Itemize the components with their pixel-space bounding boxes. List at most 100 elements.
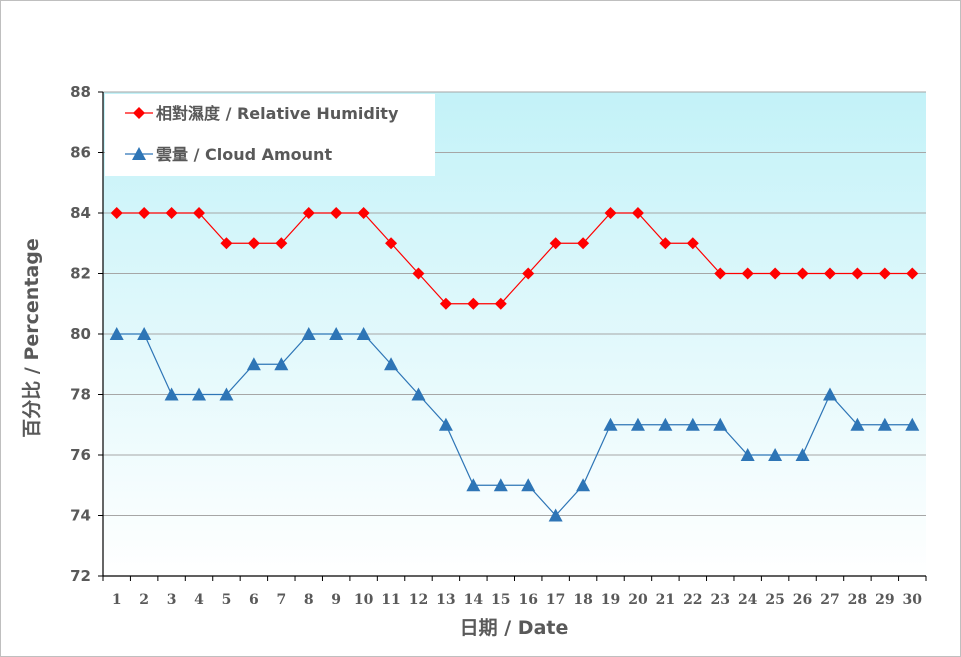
y-tick-label: 72	[70, 567, 91, 585]
data-point-triangle	[219, 387, 234, 401]
y-axis-title: 百分比 / Percentage	[21, 238, 43, 437]
x-tick-label: 13	[436, 592, 455, 608]
data-point-diamond	[302, 207, 315, 219]
data-point-diamond	[275, 237, 288, 250]
legend-item-cloud-amount: 雲量 / Cloud Amount	[125, 145, 332, 164]
data-point-diamond	[851, 267, 864, 280]
x-tick-label: 8	[304, 592, 314, 608]
x-tick-label: 23	[711, 592, 730, 608]
data-point-diamond	[357, 207, 370, 219]
x-tick-label: 6	[249, 592, 259, 608]
x-tick-label: 2	[139, 592, 149, 608]
data-point-triangle	[713, 417, 728, 431]
data-point-triangle	[768, 448, 783, 461]
y-tick-label: 84	[70, 204, 91, 222]
data-point-diamond	[467, 297, 480, 310]
data-point-diamond	[220, 237, 233, 250]
blue-triangle-icon	[132, 147, 146, 160]
y-tick-label: 86	[70, 144, 91, 162]
x-tick-label: 1	[112, 592, 122, 608]
data-point-diamond	[796, 267, 809, 280]
x-tick-label: 15	[491, 592, 510, 608]
x-tick-label: 28	[848, 592, 867, 608]
data-point-triangle	[384, 357, 399, 371]
legend-label-relative-humidity: 相對濕度 / Relative Humidity	[156, 104, 399, 123]
x-tick-label: 26	[793, 592, 812, 608]
x-tick-label: 19	[601, 592, 620, 608]
data-point-triangle	[137, 327, 152, 340]
x-tick-label: 29	[875, 592, 894, 608]
data-point-diamond	[631, 207, 644, 219]
data-point-diamond	[906, 267, 919, 280]
y-tick-label: 76	[70, 446, 91, 464]
x-tick-label: 10	[354, 592, 374, 608]
data-point-diamond	[247, 237, 260, 250]
data-point-triangle	[493, 478, 508, 492]
data-point-diamond	[165, 207, 178, 219]
data-point-diamond	[878, 267, 891, 280]
data-point-triangle	[850, 417, 865, 431]
x-tick-label: 20	[628, 592, 648, 608]
data-point-triangle	[356, 327, 371, 340]
y-tick-label: 78	[70, 386, 91, 404]
data-point-triangle	[795, 448, 810, 461]
data-point-triangle	[685, 417, 700, 431]
data-point-diamond	[412, 267, 425, 280]
data-point-triangle	[576, 478, 591, 492]
data-point-triangle	[109, 327, 124, 340]
x-axis-title: 日期 / Date	[460, 617, 569, 639]
x-tick-label: 11	[381, 592, 400, 608]
data-point-diamond	[110, 207, 123, 219]
x-tick-label: 3	[167, 592, 177, 608]
data-point-diamond	[741, 267, 754, 280]
data-point-diamond	[769, 267, 782, 280]
x-axis-ticks: 1 2 3 4 5 6 7 8 9 10 11 12 13 14 15 16 17 18 19 20 21 22 23 24 2…	[102, 576, 927, 608]
data-point-diamond	[330, 207, 343, 219]
data-point-triangle	[438, 417, 453, 431]
legend: 相對濕度 / Relative Humidity 雲量 / Cloud Amou…	[105, 94, 435, 176]
data-point-triangle	[274, 357, 289, 371]
data-point-triangle	[630, 417, 645, 431]
x-tick-label: 16	[518, 592, 537, 608]
x-tick-label: 30	[903, 592, 923, 608]
series-cloud-amount	[109, 327, 920, 522]
data-point-triangle	[301, 327, 316, 340]
y-tick-label: 88	[70, 83, 91, 101]
x-tick-label: 14	[464, 592, 484, 608]
data-point-triangle	[466, 478, 481, 492]
data-point-diamond	[604, 207, 617, 219]
data-point-diamond	[577, 237, 590, 250]
red-diamond-icon	[133, 107, 145, 119]
x-tick-label: 12	[409, 592, 428, 608]
legend-label-cloud-amount: 雲量 / Cloud Amount	[156, 145, 332, 164]
data-point-triangle	[877, 417, 892, 431]
x-tick-label: 25	[765, 592, 784, 608]
data-point-diamond	[522, 267, 535, 280]
data-point-triangle	[329, 327, 344, 340]
x-tick-label: 17	[546, 592, 565, 608]
data-point-triangle	[603, 417, 618, 431]
data-point-triangle	[905, 417, 920, 431]
x-tick-label: 24	[738, 592, 758, 608]
data-point-diamond	[494, 297, 507, 310]
series-layer	[109, 207, 920, 522]
data-point-triangle	[411, 387, 426, 401]
x-tick-label: 7	[276, 592, 286, 608]
y-tick-label: 82	[70, 265, 91, 283]
y-tick-label: 74	[70, 507, 91, 525]
y-axis-ticks: 72 74 76 78 80 82 84 86 88	[70, 83, 103, 585]
y-tick-label: 80	[70, 325, 91, 343]
data-point-diamond	[823, 267, 836, 280]
data-point-triangle	[740, 448, 755, 461]
data-point-diamond	[193, 207, 206, 219]
data-point-triangle	[822, 387, 837, 401]
x-tick-label: 21	[656, 592, 675, 608]
x-tick-label: 27	[820, 592, 839, 608]
data-point-diamond	[714, 267, 727, 280]
x-tick-label: 22	[683, 592, 702, 608]
data-point-triangle	[521, 478, 536, 492]
x-tick-label: 9	[331, 592, 341, 608]
data-point-triangle	[548, 508, 563, 522]
data-point-diamond	[385, 237, 398, 250]
